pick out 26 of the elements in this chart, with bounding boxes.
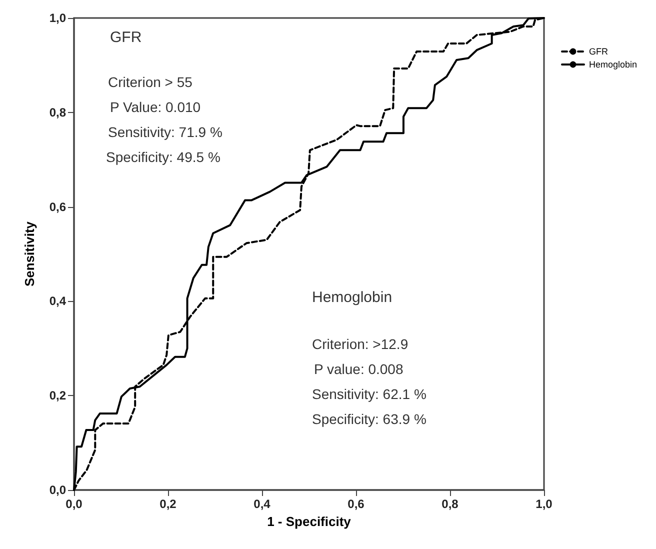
annotation: Criterion > 55 [108,74,193,90]
y-tick-label: 0,6 [49,200,66,214]
annotation: Hemoglobin [312,289,392,306]
annotation: P Value: 0.010 [110,99,201,115]
y-tick-label: 0,4 [49,294,66,308]
legend-label: GFR [589,46,608,56]
x-tick-label: 0,4 [254,497,271,511]
y-tick-label: 0,0 [49,483,66,497]
x-tick-label: 0,8 [442,497,459,511]
x-tick-label: 0,2 [160,497,177,511]
x-tick-label: 1,0 [536,497,553,511]
annotation: Sensitivity: 62.1 % [312,386,426,402]
x-axis-title: 1 - Specificity [267,514,352,529]
legend-label: Hemoglobin [589,60,638,70]
annotation: Specificity: 49.5 % [106,149,220,165]
x-tick-label: 0,6 [348,497,365,511]
y-tick-label: 1,0 [49,11,66,25]
y-axis-title: Sensitivity [22,220,37,287]
x-tick-label: 0,0 [66,497,83,511]
annotation: Sensitivity: 71.9 % [108,124,222,140]
annotation: Specificity: 63.9 % [312,411,426,427]
annotation: Criterion: >12.9 [312,336,408,352]
annotation: P value: 0.008 [314,361,404,377]
y-tick-label: 0,8 [49,105,66,120]
annotation: GFR [110,29,142,46]
y-tick-label: 0,2 [49,388,66,403]
